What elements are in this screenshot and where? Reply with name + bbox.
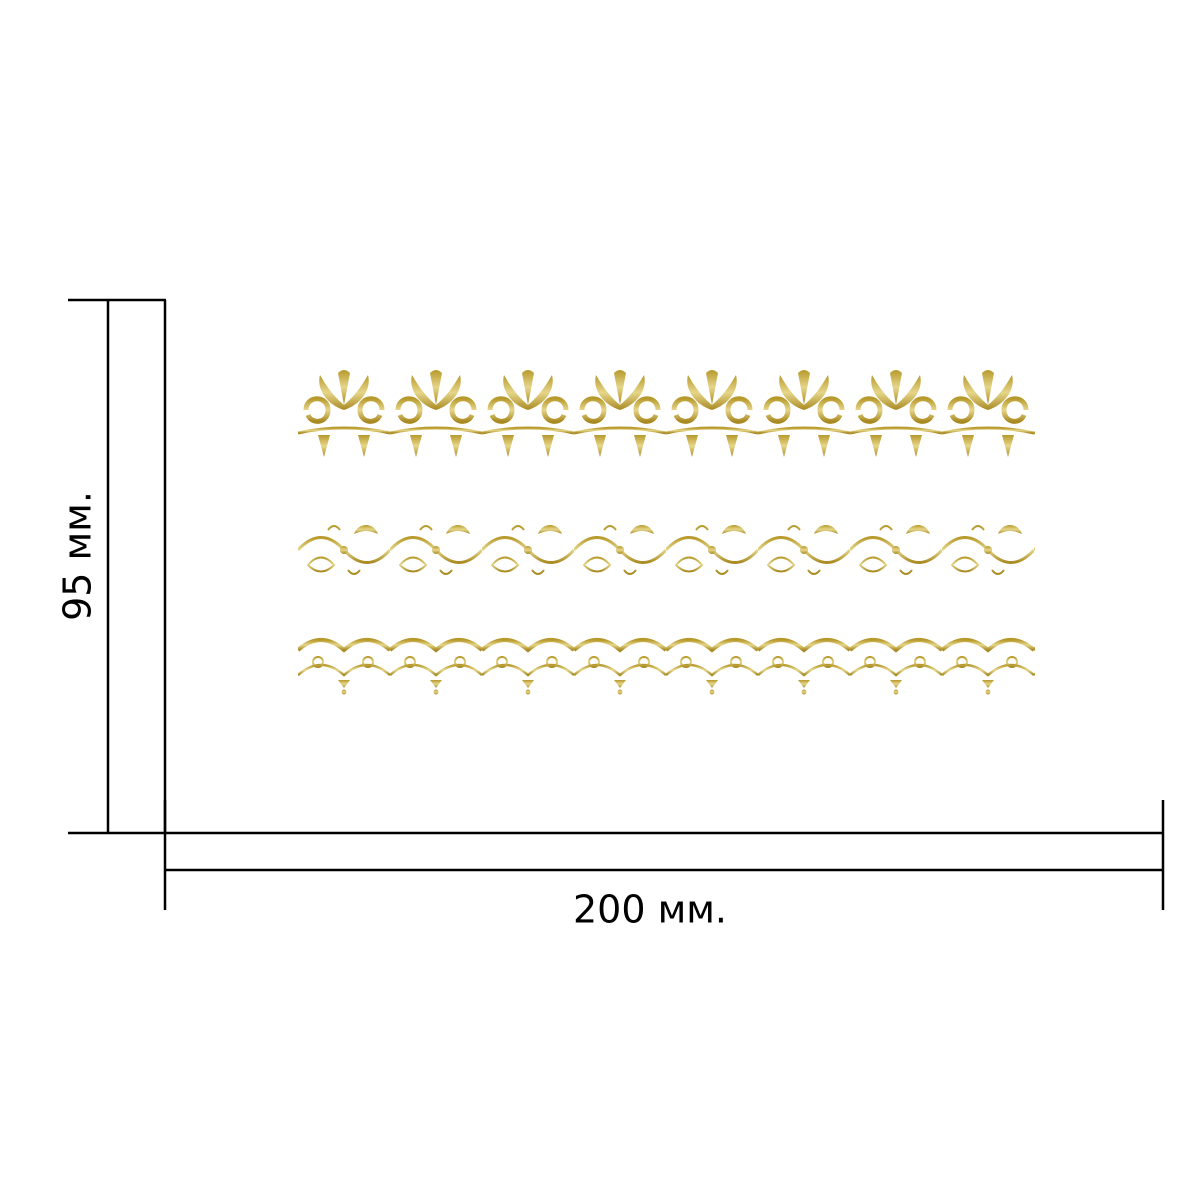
height-label: 95 мм.: [56, 491, 100, 621]
height-dimension: 95 мм.: [56, 298, 167, 835]
width-dimension: 200 мм.: [163, 800, 1165, 932]
ornament-border: [298, 630, 1035, 695]
ornament-border: [298, 520, 1035, 580]
ornament-borders: [298, 365, 1035, 695]
width-label: 200 мм.: [573, 888, 727, 932]
ornament-border: [298, 365, 1035, 460]
